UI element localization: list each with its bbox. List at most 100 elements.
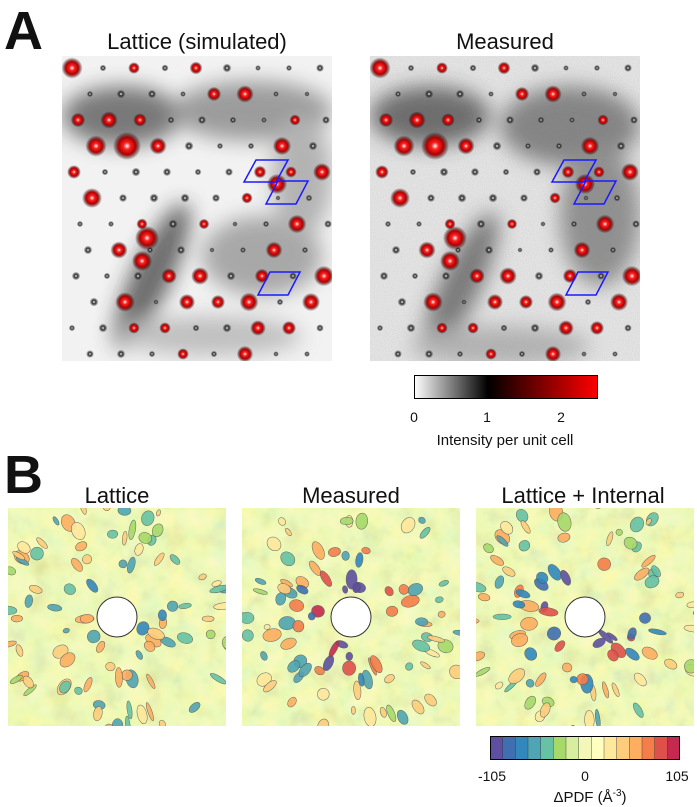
pdf-contour-blob xyxy=(633,672,647,687)
pdf-contour-blob xyxy=(62,627,70,634)
lattice-peak xyxy=(236,345,254,361)
lattice-peak xyxy=(316,64,324,72)
lattice-peak xyxy=(562,268,578,284)
lattice-peak xyxy=(239,246,247,254)
lattice-peak xyxy=(133,113,147,127)
pdf-contour-blob xyxy=(684,659,694,674)
lattice-peak xyxy=(324,220,332,228)
pdf-contour-blob xyxy=(398,584,409,595)
pdf-contour-blob xyxy=(8,605,18,615)
pdf-contour-blob xyxy=(355,512,368,530)
pdf-contour-blob xyxy=(412,639,431,652)
lattice-peak xyxy=(424,89,434,99)
pdf-contour-blob xyxy=(118,559,128,569)
pdf-contour-blob xyxy=(29,585,43,594)
lattice-peak xyxy=(624,64,632,72)
lattice-peak xyxy=(98,323,108,333)
lattice-peak xyxy=(488,91,494,97)
lattice-peak xyxy=(519,193,529,203)
pdf-tick-min: -105 xyxy=(477,768,507,784)
pdf-contour-blob xyxy=(75,541,88,552)
lattice-peak xyxy=(469,64,477,72)
pdf-contour-blob xyxy=(198,573,207,581)
lattice-peak xyxy=(301,292,321,312)
lattice-peak xyxy=(148,350,156,358)
pdf-contour-blob xyxy=(341,550,350,561)
pdf-contour-blob xyxy=(419,526,431,539)
lattice-peak xyxy=(132,251,152,271)
lattice-peak xyxy=(131,167,141,177)
lattice-peak xyxy=(376,324,384,332)
pdf-contour-blob xyxy=(538,607,559,617)
pdf-contour-blob xyxy=(128,519,137,540)
lattice-peak xyxy=(421,132,449,160)
pdf-map-lattice-internal xyxy=(476,508,694,726)
pdf-contour-blob xyxy=(317,718,330,726)
lattice-peak xyxy=(128,322,140,334)
lattice-peak xyxy=(254,268,270,284)
lattice-peak xyxy=(82,188,102,208)
pdf-contour-blob xyxy=(96,640,106,653)
pdf-colorbar-swatch xyxy=(578,736,592,760)
lattice-title-b: Lattice xyxy=(84,483,150,508)
pdf-contour-blob xyxy=(629,516,645,533)
lattice-peak xyxy=(439,167,449,177)
lattice-peak xyxy=(544,85,562,103)
pdf-contour-blob xyxy=(328,547,341,557)
lattice-peak xyxy=(116,349,126,359)
lattice-peak xyxy=(184,141,194,151)
pdf-contour-blob xyxy=(623,536,638,550)
lattice-peak xyxy=(630,116,638,124)
lattice-peak xyxy=(530,63,540,73)
pdf-contour-blob xyxy=(134,543,144,556)
lattice-peak xyxy=(261,117,267,123)
lattice-peak xyxy=(593,166,605,178)
lattice-peak xyxy=(85,135,107,157)
pdf-contour-blob xyxy=(260,651,268,661)
pdf-contour-blob xyxy=(424,693,437,707)
lattice-peak xyxy=(86,90,94,98)
lattice-peak xyxy=(406,323,416,333)
pdf-contour-blob xyxy=(71,558,83,572)
lattice-peak xyxy=(265,241,283,259)
lattice-peak xyxy=(229,116,237,124)
lattice-peak xyxy=(621,163,639,181)
pdf-contour-blob xyxy=(178,603,192,609)
pdf-contour-blob xyxy=(339,516,354,526)
pdf-contour-blob xyxy=(535,672,547,687)
lattice-peak xyxy=(285,166,297,178)
pdf-contour-blob xyxy=(102,508,111,512)
lattice-peak xyxy=(533,168,541,176)
lattice-peak xyxy=(375,165,389,179)
pdf-contour-blob xyxy=(311,541,325,560)
pdf-contour-blob xyxy=(547,626,561,641)
lattice-peak xyxy=(384,220,392,228)
pdf-contour-blob xyxy=(639,612,651,624)
lattice-peak xyxy=(176,245,186,255)
pdf-contour-blob xyxy=(547,564,562,581)
lattice-peak xyxy=(287,214,307,234)
pdf-contour-blob xyxy=(157,609,167,622)
intensity-tick-0: 0 xyxy=(410,409,418,425)
pdf-contour-blob xyxy=(209,673,226,685)
pdf-contour-blob xyxy=(560,570,571,586)
pdf-contour-blob xyxy=(126,700,133,720)
pdf-contour-blob xyxy=(384,674,395,684)
lattice-peak xyxy=(197,115,207,125)
pdf-contour-blob xyxy=(539,702,551,718)
pdf-contour-blob xyxy=(683,624,694,633)
lattice-peak xyxy=(584,298,592,306)
pdf-contour-blob xyxy=(476,651,485,662)
pdf-contour-blob xyxy=(141,510,155,526)
lattice-peak xyxy=(99,64,107,72)
panel-a-letter: A xyxy=(4,1,43,61)
lattice-peak xyxy=(563,65,569,71)
lattice-peak xyxy=(167,116,175,124)
lattice-peak xyxy=(486,293,504,311)
lattice-peak xyxy=(505,115,515,125)
lattice-peak xyxy=(103,272,111,280)
pdf-contour-blob xyxy=(24,594,33,608)
lattice-peak xyxy=(456,350,464,358)
pdf-contour-blob xyxy=(405,662,414,671)
pdf-contour-blob xyxy=(437,611,446,618)
